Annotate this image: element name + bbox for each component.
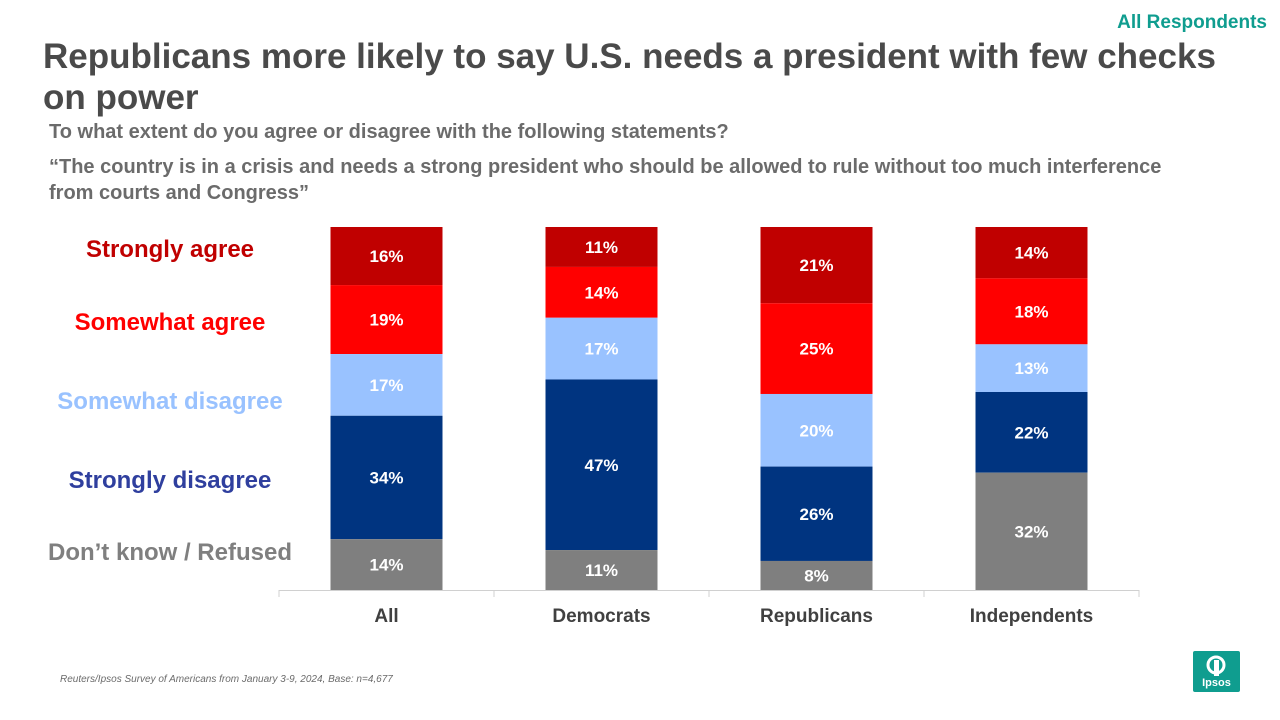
bar-segment-republicans-somewhat-agree xyxy=(760,303,873,394)
x-tick-label: All xyxy=(374,606,398,627)
bar-segment-all-don-t-know-refused xyxy=(330,539,443,590)
bar-segment-independents-somewhat-disagree xyxy=(975,344,1088,392)
data-label: 20% xyxy=(799,421,833,440)
bar-segment-independents-somewhat-agree xyxy=(975,278,1088,345)
data-label: 16% xyxy=(369,247,403,266)
data-label: 21% xyxy=(799,256,833,275)
bar-segment-democrats-somewhat-agree xyxy=(545,266,658,318)
data-label: 11% xyxy=(585,238,618,257)
data-label: 34% xyxy=(369,468,403,487)
bar-segment-democrats-strongly-agree xyxy=(545,227,658,267)
data-label: 8% xyxy=(804,566,829,585)
bar-segment-independents-strongly-agree xyxy=(975,227,1088,279)
survey-question: To what extent do you agree or disagree … xyxy=(49,121,729,143)
bar-segment-independents-strongly-disagree xyxy=(975,392,1088,473)
data-label: 18% xyxy=(1014,302,1048,321)
data-label: 14% xyxy=(369,556,403,575)
data-label: 14% xyxy=(584,283,618,302)
legend-entry-strongly-agree: Strongly agree xyxy=(86,236,254,263)
bar-segment-independents-don-t-know-refused xyxy=(975,472,1088,590)
bar-segment-democrats-don-t-know-refused xyxy=(545,550,658,590)
bar-segment-democrats-somewhat-disagree xyxy=(545,317,658,380)
x-tick-label: Democrats xyxy=(552,606,650,627)
data-label: 17% xyxy=(369,376,403,395)
ipsos-logo: Ipsos xyxy=(1193,651,1240,692)
data-label: 25% xyxy=(799,340,833,359)
page-title: Republicans more likely to say U.S. need… xyxy=(43,37,1216,117)
data-label: 17% xyxy=(584,340,618,359)
bar-segment-all-somewhat-disagree xyxy=(330,354,443,416)
data-label: 26% xyxy=(799,505,833,524)
legend-entry-somewhat-agree: Somewhat agree xyxy=(75,309,266,336)
bar-segment-democrats-strongly-disagree xyxy=(545,379,658,551)
bar-segment-republicans-somewhat-disagree xyxy=(760,393,873,467)
audience-tag: All Respondents xyxy=(1117,12,1267,33)
logo-mark-icon xyxy=(1206,655,1226,676)
data-label: 47% xyxy=(584,456,618,475)
bar-segment-republicans-strongly-disagree xyxy=(760,466,873,561)
logo-label: Ipsos xyxy=(1202,677,1231,689)
survey-statement: “The country is in a crisis and needs a … xyxy=(49,156,1162,204)
data-label: 32% xyxy=(1014,522,1048,541)
legend-entry-somewhat-disagree: Somewhat disagree xyxy=(57,388,282,415)
data-label: 19% xyxy=(369,311,403,330)
data-label: 14% xyxy=(1014,244,1048,263)
bar-segment-all-strongly-disagree xyxy=(330,415,443,540)
legend-entry-strongly-disagree: Strongly disagree xyxy=(69,467,272,494)
bar-segment-all-strongly-agree xyxy=(330,227,443,286)
legend-entry-don-t-know-refused: Don’t know / Refused xyxy=(48,539,292,566)
data-label: 11% xyxy=(585,561,618,580)
data-label: 22% xyxy=(1014,423,1048,442)
source-note: Reuters/Ipsos Survey of Americans from J… xyxy=(60,674,393,685)
bar-segment-republicans-don-t-know-refused xyxy=(760,560,873,590)
data-label: 13% xyxy=(1014,359,1048,378)
x-tick-label: Republicans xyxy=(760,606,873,627)
bar-segment-all-somewhat-agree xyxy=(330,285,443,355)
x-tick-label: Independents xyxy=(970,606,1094,627)
bar-segment-republicans-strongly-agree xyxy=(760,227,873,304)
